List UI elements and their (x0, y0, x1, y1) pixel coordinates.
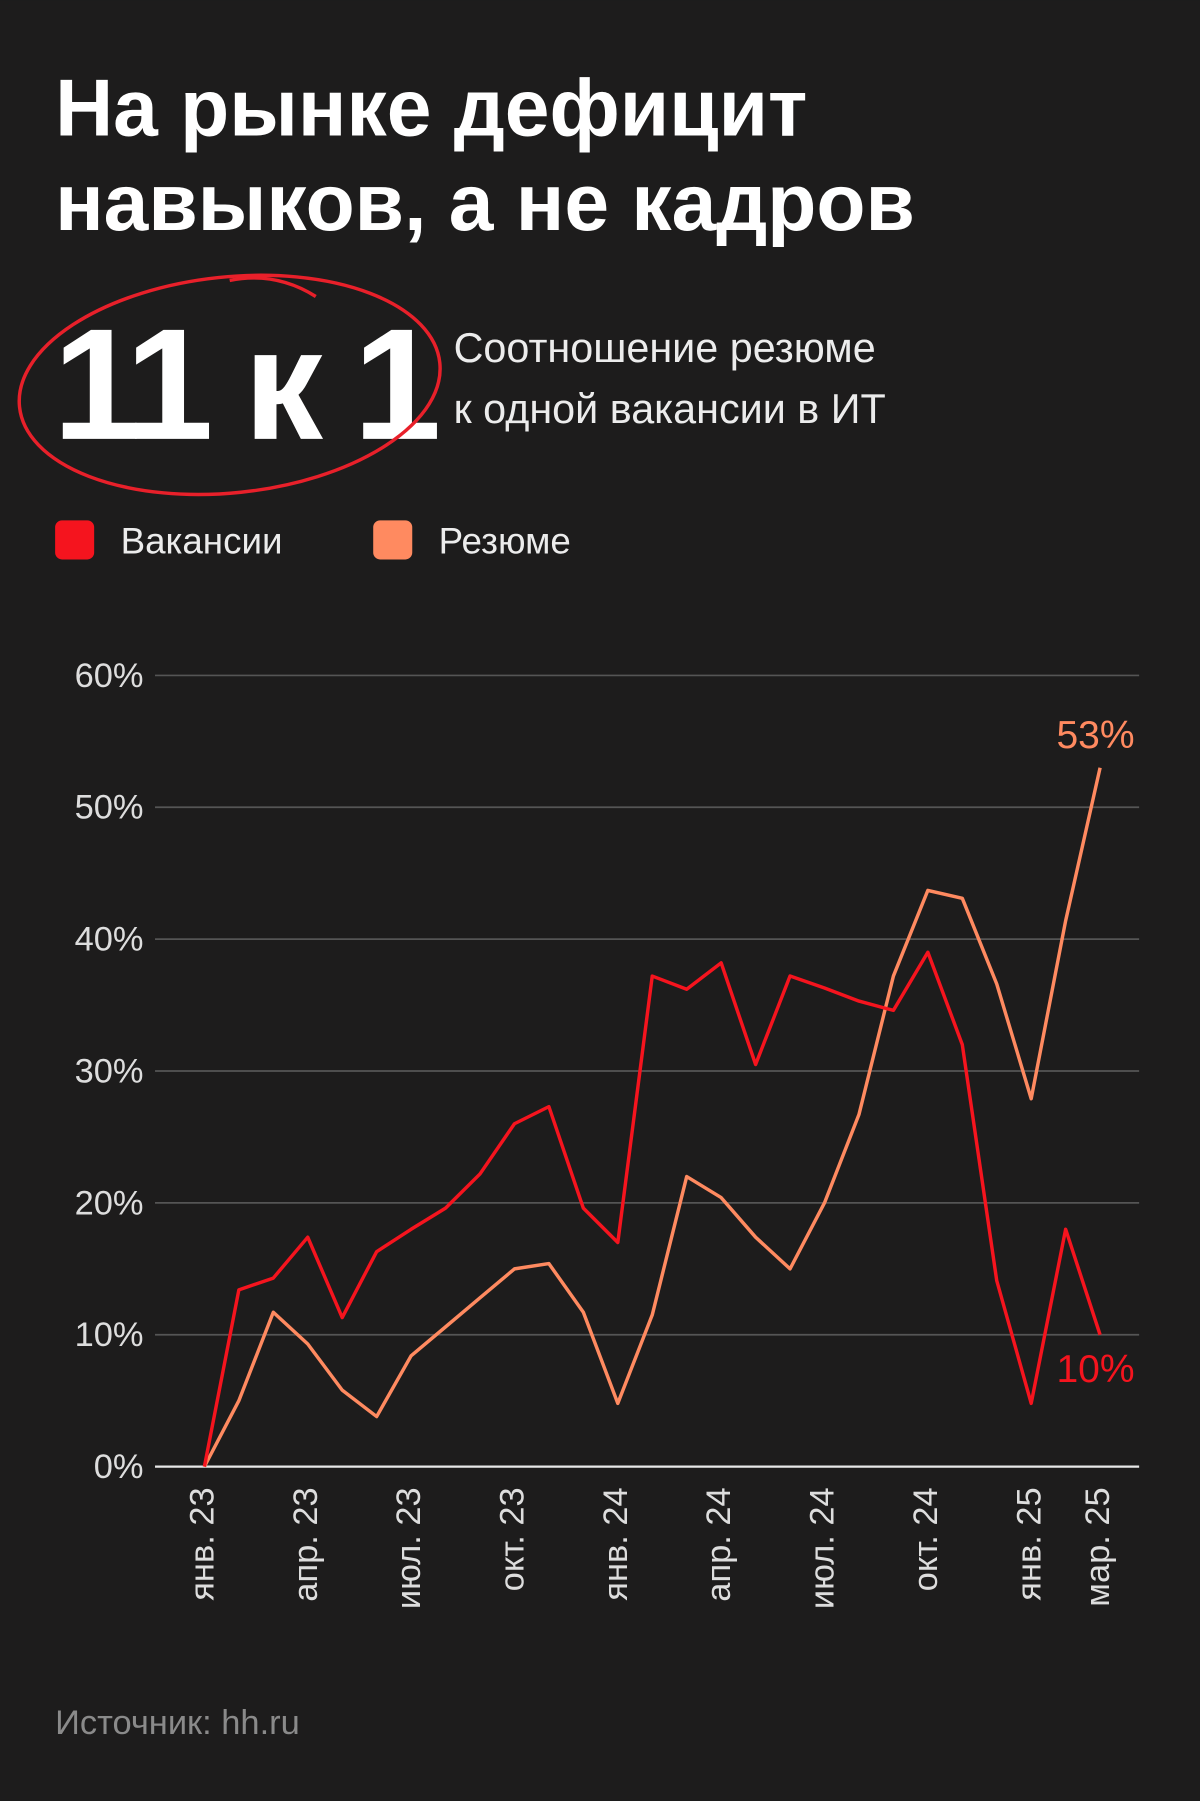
legend-swatch (55, 520, 95, 560)
value-label: 10% (1056, 1348, 1134, 1391)
x-tick-label: окт. 23 (494, 1487, 532, 1591)
x-tick-label: янв. 24 (597, 1487, 635, 1600)
y-tick-label: 50% (75, 789, 144, 827)
title-line: навыков, а не кадров (55, 158, 915, 248)
y-tick-label: 0% (94, 1448, 144, 1486)
legend-label: Вакансии (121, 521, 283, 562)
legend-swatch (373, 520, 413, 560)
y-tick-label: 10% (75, 1316, 144, 1354)
series-line (202, 767, 1102, 1468)
x-tick-label: окт. 24 (907, 1487, 945, 1591)
y-tick-label: 30% (75, 1052, 144, 1090)
subtitle-line: к одной вакансии в ИТ (454, 386, 886, 432)
x-tick-label: июл. 23 (390, 1487, 428, 1609)
x-tick-label: янв. 25 (1010, 1487, 1048, 1600)
value-label: 53% (1056, 714, 1134, 757)
source: Источник: hh.ru (55, 1704, 300, 1742)
series-line (202, 950, 1102, 1467)
x-tick-label: апр. 24 (700, 1487, 738, 1601)
highlight-number: 11 к 1 (53, 296, 437, 473)
x-tick-label: апр. 23 (287, 1487, 325, 1601)
subtitle-line: Соотношение резюме (454, 325, 876, 371)
highlight-circle (17, 273, 442, 497)
legend-label: Резюме (439, 521, 571, 562)
title-line: На рынке дефицит (55, 64, 807, 154)
y-tick-label: 60% (75, 657, 144, 695)
y-tick-label: 40% (75, 921, 144, 959)
x-tick-label: янв. 23 (183, 1487, 221, 1600)
y-tick-label: 20% (75, 1184, 144, 1222)
highlight-stroke (229, 276, 317, 298)
x-tick-label: мар. 25 (1079, 1487, 1117, 1606)
x-tick-label: июл. 24 (804, 1487, 842, 1609)
